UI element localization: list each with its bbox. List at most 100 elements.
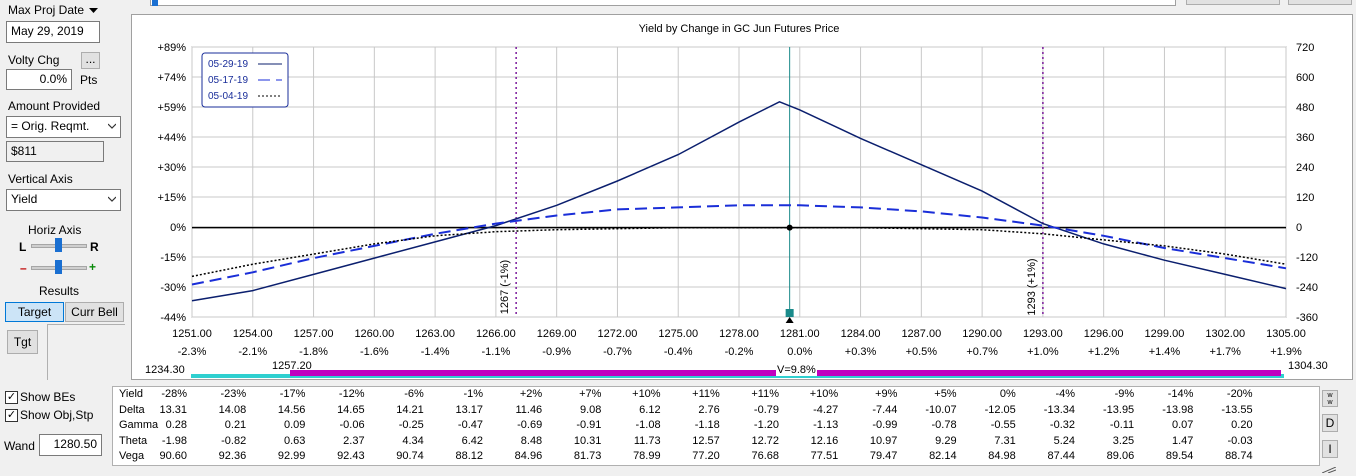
top-right-button-2[interactable] [1288, 0, 1352, 5]
max-proj-date-label: Max Proj Date [8, 3, 99, 17]
table-cell: -1% [463, 388, 483, 400]
y-left-tick-label: +59% [158, 102, 187, 114]
x-tick-label: 1272.00 [598, 328, 638, 340]
table-cell: -12.05 [984, 403, 1016, 416]
table-cell: 84.98 [988, 450, 1016, 462]
table-cell: -13.98 [1162, 403, 1194, 416]
y-right-tick-label: -240 [1296, 282, 1318, 294]
volatility-label: V=9.8% [776, 364, 817, 376]
y-left-tick-label: +15% [158, 192, 187, 204]
curr-bell-button[interactable]: Curr Bell [65, 302, 124, 322]
d-button[interactable]: D [1322, 414, 1338, 432]
table-cell: 9.08 [579, 403, 602, 416]
table-cell: -23% [220, 388, 247, 400]
greeks-table: Yield Delta Gamma Theta Vega -28% -23% -17% -12%… [112, 386, 1320, 466]
current-price-arrow [785, 317, 794, 323]
table-row-label: Theta [119, 434, 148, 447]
y-right-tick-label: 480 [1296, 102, 1314, 114]
table-cell: 2.37 [343, 434, 365, 447]
table-cell: 0.63 [283, 434, 306, 447]
y-left-tick-label: +74% [158, 72, 187, 84]
table-cell: +11% [692, 388, 720, 400]
show-bes-checkbox[interactable]: ✓ [5, 391, 18, 404]
x-pct-tick-label: -2.3% [178, 346, 207, 358]
table-cell: 14.65 [337, 403, 365, 416]
horiz-axis-slider-zoom-thumb[interactable] [55, 260, 62, 274]
x-pct-tick-label: -1.4% [421, 346, 450, 358]
table-cell: -0.99 [872, 419, 898, 431]
range-bar-cyan[interactable] [191, 374, 1284, 378]
vertical-axis-select[interactable]: Yield [6, 189, 121, 211]
target-button[interactable]: Target [5, 302, 64, 322]
y-left-tick-label: 0% [170, 222, 186, 234]
horiz-axis-slider-left-thumb[interactable] [55, 238, 62, 252]
x-pct-tick-label: -0.9% [542, 346, 571, 358]
table-cell: 12.16 [810, 434, 839, 447]
table-cell: -0.82 [221, 434, 247, 447]
table-cell: 82.14 [929, 450, 957, 462]
volty-chg-field[interactable]: 0.0% [6, 69, 72, 90]
wand-label: Wand [4, 439, 35, 453]
table-cell: -0.79 [753, 403, 779, 416]
table-row-label: Vega [119, 450, 145, 462]
max-proj-date-field[interactable]: May 29, 2019 [6, 21, 100, 43]
table-cell: -10.07 [925, 403, 957, 416]
x-pct-tick-label: -0.4% [664, 346, 693, 358]
i-button[interactable]: I [1322, 440, 1338, 458]
amount-provided-label: Amount Provided [8, 99, 101, 113]
x-pct-tick-label: +0.5% [906, 346, 938, 358]
chevron-down-icon [108, 196, 116, 202]
y-right-tick-label: -120 [1296, 252, 1318, 264]
x-pct-tick-label: -1.1% [482, 346, 511, 358]
x-pct-tick-label: -2.1% [238, 346, 267, 358]
y-left-tick-label: +30% [158, 162, 187, 174]
table-cell: -20% [1226, 388, 1253, 400]
x-pct-tick-label: -0.7% [603, 346, 632, 358]
x-pct-tick-label: -1.8% [299, 346, 328, 358]
wand-field[interactable]: 1280.50 [39, 434, 102, 456]
x-tick-label: 1251.00 [172, 328, 212, 340]
x-tick-label: 1302.00 [1205, 328, 1245, 340]
table-cell: 0.07 [1171, 419, 1194, 431]
x-tick-label: 1269.00 [537, 328, 577, 340]
show-obj-checkbox[interactable]: ✓ [5, 409, 18, 422]
top-right-button[interactable] [1186, 0, 1280, 5]
table-cell: +2% [519, 388, 543, 400]
table-cell: 89.54 [1165, 450, 1194, 462]
table-cell: 6.12 [639, 403, 661, 416]
table-cell: 11.46 [515, 403, 543, 416]
table-cell: 14.08 [218, 403, 247, 416]
table-cell: 12.72 [751, 434, 779, 447]
table-cell: +7% [579, 388, 602, 400]
range-bar-magenta-left[interactable] [290, 370, 776, 376]
table-cell: 10.97 [869, 434, 898, 447]
table-cell: -0.47 [457, 419, 483, 431]
breakeven-label: 1267 (-1%) [499, 260, 511, 314]
results-panel [47, 324, 125, 380]
table-cell: -0.11 [1109, 419, 1135, 431]
resize-grip[interactable] [1321, 462, 1337, 474]
yield-chart[interactable]: Yield by Change in GC Jun Futures Price 1… [132, 15, 1352, 379]
x-tick-label: 1296.00 [1084, 328, 1124, 340]
table-row-label: Gamma [119, 419, 159, 431]
table-cell: 77.20 [692, 450, 720, 462]
top-slider-thumb[interactable] [152, 0, 158, 6]
table-cell: -9% [1114, 388, 1135, 400]
y-left-tick-label: -15% [160, 252, 186, 264]
table-cell: 5.24 [1053, 434, 1075, 447]
table-cell: 4.34 [402, 434, 424, 447]
table-cell: -0.78 [931, 419, 957, 431]
table-cell: -0.03 [1227, 434, 1253, 447]
table-cell: 0.28 [165, 419, 187, 431]
tgt-button[interactable]: Tgt [7, 330, 38, 354]
y-right-tick-label: 120 [1296, 192, 1314, 204]
y-right-tick-label: 720 [1296, 42, 1314, 54]
chevron-down-icon[interactable] [89, 7, 99, 14]
amount-provided-select[interactable]: = Orig. Reqmt. [6, 116, 121, 138]
x-tick-label: 1281.00 [780, 328, 820, 340]
volty-options-button[interactable]: ... [81, 52, 100, 69]
range-bar-magenta-right[interactable] [811, 370, 1281, 376]
table-cell: 92.43 [337, 450, 365, 462]
results-label: Results [39, 284, 80, 298]
